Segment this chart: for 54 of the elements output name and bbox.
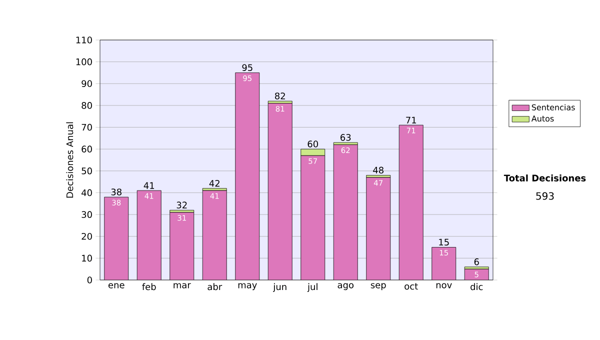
bar [268, 103, 292, 280]
total-label: 82 [275, 92, 285, 100]
y-tick-label: 30 [82, 211, 92, 218]
x-tick-label: jul [307, 283, 318, 292]
total-label: 48 [373, 166, 384, 174]
x-tick-label: dic [470, 283, 483, 290]
x-tick-label: ago [338, 283, 354, 290]
total-label: 71 [406, 116, 416, 124]
text: Total Decisiones [504, 174, 586, 182]
bar [104, 197, 128, 280]
y-tick-label: 0 [87, 276, 92, 284]
legend-label: Autos [531, 116, 554, 122]
total-label: 60 [308, 140, 318, 148]
x-tick-label: feb [142, 283, 156, 290]
bar [202, 190, 227, 280]
bar [170, 212, 194, 280]
x-tick-label: may [238, 283, 257, 290]
y-tick-label: 90 [82, 80, 92, 88]
y-tick-label: 10 [82, 254, 92, 262]
y-tick-label: 20 [82, 232, 92, 240]
y-tick-label: 40 [82, 189, 92, 196]
x-tick-label: nov [436, 283, 452, 288]
y-tick-label: 100 [76, 58, 92, 66]
x-tick-label: ene [108, 283, 124, 288]
bar [334, 144, 358, 280]
bar [235, 72, 260, 280]
y-tick-label: 80 [82, 102, 92, 109]
y-tick-label: 60 [82, 146, 92, 152]
x-tick-label: oct [404, 283, 418, 290]
total-label: 15 [439, 238, 449, 246]
bar [333, 142, 358, 145]
y-tick-label: 110 [76, 36, 92, 44]
bar [137, 190, 162, 280]
bar [432, 247, 456, 280]
total-label: 38 [111, 188, 122, 196]
bar [399, 125, 424, 280]
x-tick-label: jun [273, 283, 286, 292]
total-label: 6 [474, 258, 479, 266]
total-label: 42 [209, 180, 220, 187]
y-tick-label: 70 [82, 124, 92, 131]
total-label: 41 [144, 182, 154, 189]
bar [300, 148, 326, 156]
bar [366, 177, 390, 280]
y-axis-title: Decisiones Anual [66, 122, 74, 198]
y-tick-label: 50 [82, 167, 92, 174]
x-tick-label: sep [370, 283, 386, 290]
bar [300, 156, 325, 280]
total-label: 95 [242, 64, 252, 72]
legend-label: Sentencias [532, 104, 575, 110]
x-tick-label: abr [208, 283, 222, 290]
text: 593 [536, 192, 554, 200]
total-label: 32 [176, 202, 187, 208]
x-tick-label: mar [174, 283, 191, 288]
total-label: 63 [340, 134, 351, 141]
